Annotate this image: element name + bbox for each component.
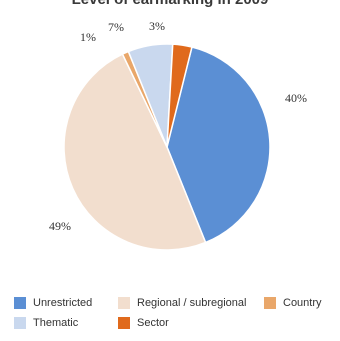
- legend-item-country: Country: [264, 297, 322, 309]
- pie-label-regional-subregional: 49%: [49, 219, 71, 233]
- pie-slice-sector: [166, 43, 193, 148]
- legend-swatch-unrestricted: [14, 297, 26, 309]
- legend-item-sector: Sector: [118, 317, 169, 329]
- pie-label-unrestricted: 40%: [285, 91, 307, 105]
- legend-label-thematic: Thematic: [33, 317, 79, 329]
- legend-swatch-country: [264, 297, 276, 309]
- legend-item-regional: Regional / subregional: [118, 297, 246, 309]
- legend-item-thematic: Thematic: [14, 317, 78, 329]
- legend-swatch-sector: [118, 317, 130, 329]
- legend-label-regional: Regional / subregional: [137, 297, 247, 309]
- pie-slice-regional-subregional: [63, 53, 207, 251]
- pie-label-country: 1%: [80, 30, 96, 44]
- pie-slice-unrestricted: [166, 46, 271, 244]
- pie-chart: 40% 49% 1% 7% 3%: [49, 19, 307, 251]
- legend-item-unrestricted: Unrestricted: [14, 297, 92, 309]
- legend-label-country: Country: [283, 297, 322, 309]
- legend-swatch-regional: [118, 297, 130, 309]
- legend-swatch-thematic: [14, 317, 26, 329]
- chart-title: Level of earmarking in 2009: [0, 0, 340, 8]
- pie-label-thematic: 7%: [108, 20, 124, 34]
- legend-label-sector: Sector: [137, 317, 169, 329]
- legend-label-unrestricted: Unrestricted: [33, 297, 93, 309]
- pie-label-sector: 3%: [149, 19, 165, 33]
